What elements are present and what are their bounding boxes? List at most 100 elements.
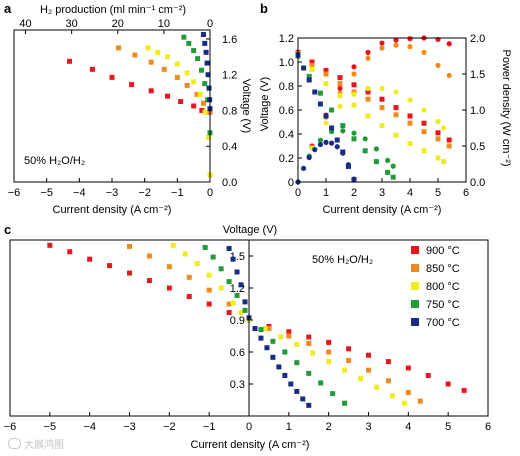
panel-c-point-0-18	[385, 359, 391, 365]
panel-c-point-1-5	[206, 287, 212, 293]
watermark: 大展鸿图	[8, 436, 64, 451]
panel-c-point-1-14	[385, 378, 391, 384]
panel-b-y-tick-label-4: 0.8	[279, 81, 294, 93]
panel-c-point-1-8	[266, 326, 272, 332]
panel-b-power-point-2-10	[435, 118, 441, 125]
panel-c-point-1-16	[417, 398, 423, 404]
panel-a-top-ticks: 40 30 20 10 0	[19, 18, 213, 34]
panel-b-voltage-point-0-8	[407, 113, 413, 119]
panel-a-top-tick-label-4: 0	[207, 18, 213, 30]
panel-b-frame	[297, 37, 467, 183]
panel-b-letter: b	[260, 1, 268, 16]
panel-b-power-point-4-7	[334, 144, 340, 150]
panel-a-point-0-4	[148, 88, 154, 94]
panel-b-y-tick-label-1: 0.2	[279, 153, 294, 165]
watermark-icon	[8, 438, 21, 449]
panel-b-voltage-point-0-6	[379, 96, 385, 102]
panel-a-top-axis-label: H₂ production (ml min⁻¹ cm⁻²)	[40, 4, 186, 16]
panel-a-point-1-4	[174, 74, 180, 80]
panel-b-power-point-1-11	[446, 72, 452, 79]
panel-b-y-tick-label-3: 0.6	[279, 105, 294, 117]
panel-c-ylabel: Voltage (V)	[223, 224, 277, 236]
panel-a-point-2-4	[184, 70, 190, 76]
panel-b-voltage-point-0-7	[393, 105, 399, 111]
panel-c-legend-swatch-3	[411, 300, 419, 308]
panel-a-point-4-3	[204, 60, 210, 66]
panel-b-voltage-point-3-8	[385, 169, 391, 175]
panel-b-power-point-1-8	[407, 44, 413, 50]
panel-a-point-4-2	[203, 49, 209, 55]
panel-c-point-4-16	[306, 402, 312, 408]
panel-b-power-point-1-5	[365, 55, 371, 61]
panel-c-point-1-13	[366, 367, 371, 373]
panel-b-voltage-point-4-6	[329, 125, 335, 131]
panel-b-y2-tick-label-4: 2.0	[470, 33, 485, 45]
panel-b-power-point-3-8	[385, 157, 391, 163]
panel-c-x-tick-label-9: 3	[365, 421, 371, 433]
panel-c-point-2-15	[358, 376, 364, 382]
panel-b-voltage-point-1-9	[421, 129, 427, 135]
panel-c-x-tick-label-5: −1	[203, 421, 216, 433]
panel-c-point-4-4	[238, 282, 244, 288]
panel-c-point-3-12	[306, 370, 312, 376]
panel-a-point-1-5	[184, 82, 190, 88]
panel-b-voltage-point-0-9	[421, 120, 427, 126]
panel-c-point-4-14	[294, 388, 300, 394]
panel-c-point-3-11	[294, 360, 300, 366]
panel-c-y-ticks: 0.30.60.91.21.5	[230, 251, 253, 391]
panel-b-voltage-point-3-2	[317, 90, 323, 96]
panel-c-x-tick-label-10: 4	[405, 421, 411, 433]
panel-b-power-point-3-9	[390, 163, 396, 169]
panel-a-point-4-1	[202, 40, 208, 46]
panel-b-voltage-point-0-10	[435, 130, 441, 136]
panel-c-legend-swatch-0	[411, 246, 419, 254]
panel-b-power-point-1-6	[379, 45, 385, 51]
panel-c-point-3-6	[242, 307, 248, 313]
panel-b-voltage-point-2-5	[365, 113, 371, 119]
panel-b-y2-ticks: 0.0 0.5 1.0 1.5 2.0	[462, 33, 485, 189]
panel-a-letter: a	[4, 1, 12, 16]
panel-b-power-point-1-7	[393, 42, 399, 48]
panel-c-legend-swatch-4	[411, 318, 419, 326]
panel-a-point-3-3	[195, 56, 201, 62]
panel-b-power-point-0-8	[407, 36, 413, 42]
panel-a-point-0-8	[199, 107, 205, 113]
panel-a-ylabel: Voltage (V)	[240, 79, 252, 133]
panel-b-voltage-point-1-11	[446, 143, 452, 149]
panel-c-letter: c	[4, 222, 11, 237]
panel-c-point-2-6	[230, 300, 236, 306]
panel-c-point-4-1	[226, 246, 232, 252]
panel-c-point-4-9	[264, 345, 270, 351]
panel-b-x-tick-label-5: 5	[435, 187, 441, 199]
panel-a-y-tick-label-0: 0.0	[222, 177, 237, 189]
panel-b-x-tick-label-2: 2	[351, 187, 357, 199]
panel-b-voltage-point-4-7	[334, 137, 340, 143]
panel-c-point-3-8	[258, 327, 264, 333]
panel-b-voltage-point-2-3	[337, 93, 343, 99]
panel-b-power-point-2-9	[421, 107, 427, 113]
panel-c-point-1-10	[306, 340, 312, 346]
panel-c-point-2-9	[262, 326, 268, 332]
panel-b-voltage-point-1-3	[337, 81, 343, 87]
panel-c-x-tick-label-12: 6	[485, 421, 491, 433]
panel-a-point-1-1	[132, 52, 138, 58]
panel-a-point-0-7	[191, 103, 197, 109]
panel-b-voltage-point-2-1	[309, 66, 315, 72]
panel-a-point-4-4	[205, 72, 211, 78]
panel-a-point-2-8	[205, 134, 211, 140]
panel-c-x-tick-label-7: 1	[286, 421, 292, 433]
panel-c-point-4-2	[230, 256, 236, 262]
panel-c-point-4-15	[300, 396, 306, 402]
panel-c-point-3-2	[210, 254, 216, 260]
panel-c-y-tick-label-2: 0.9	[230, 315, 245, 327]
panel-b-power-point-3-7	[373, 146, 379, 152]
panel-b-power-point-3-6	[362, 136, 368, 142]
panel-b-power-point-0-5	[365, 49, 371, 56]
panel-a-point-0-6	[178, 99, 184, 105]
panel-a-y-tick-label-4: 1.6	[222, 34, 237, 46]
panel-a-point-3-1	[186, 40, 192, 46]
panel-c-x-tick-label-11: 5	[445, 421, 451, 433]
panel-b-voltage-point-1-10	[435, 136, 441, 142]
panel-c-point-2-10	[278, 334, 284, 340]
panel-a-x-tick-label-2: −4	[73, 187, 86, 199]
